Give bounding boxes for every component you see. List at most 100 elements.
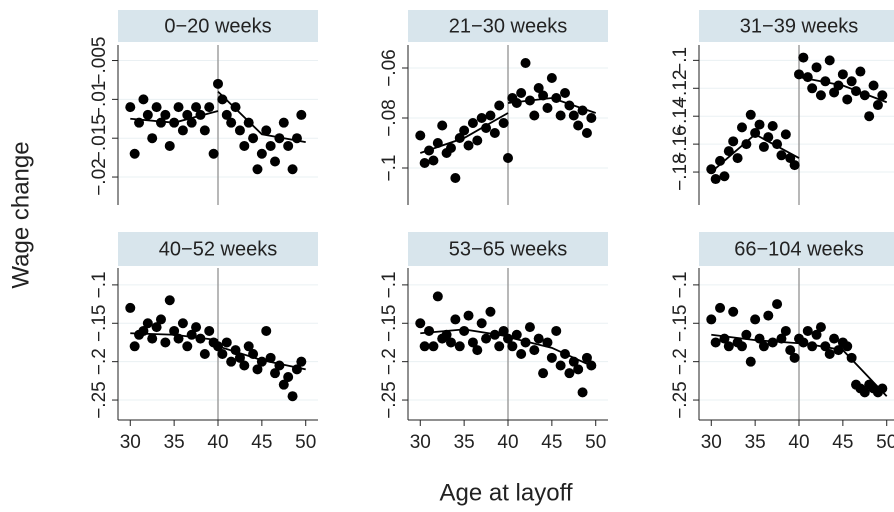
y-tick-label: −.06	[379, 49, 400, 87]
panel-title: 0−20 weeks	[164, 15, 271, 37]
y-tick-label: −.02	[89, 158, 110, 196]
point	[811, 62, 822, 73]
point	[715, 302, 726, 313]
point	[252, 164, 263, 175]
point	[706, 164, 717, 175]
point	[208, 148, 219, 159]
point	[230, 102, 241, 113]
point	[507, 341, 518, 352]
point	[529, 345, 540, 356]
point	[877, 90, 888, 101]
point	[516, 348, 527, 359]
point	[494, 341, 505, 352]
point	[802, 72, 813, 83]
x-tick-label: 40	[207, 432, 228, 453]
y-tick-label: −.1	[379, 271, 400, 298]
point	[745, 356, 756, 367]
point	[419, 158, 430, 168]
point	[476, 318, 487, 329]
point	[741, 329, 752, 340]
point	[767, 337, 778, 348]
x-tick-label: 40	[788, 432, 809, 453]
point	[199, 125, 210, 136]
point	[485, 306, 496, 317]
point	[577, 387, 588, 398]
point	[296, 109, 307, 120]
y-tick-label: −.1	[670, 271, 691, 298]
point	[846, 352, 857, 363]
point	[807, 341, 818, 352]
point	[573, 120, 584, 131]
point	[824, 55, 835, 66]
point	[551, 325, 562, 336]
point	[494, 100, 505, 111]
panel-title: 31−39 weeks	[740, 15, 858, 37]
point	[481, 333, 492, 344]
point	[877, 383, 888, 394]
point	[226, 117, 237, 128]
point	[199, 348, 210, 359]
point	[728, 136, 739, 147]
point	[555, 360, 566, 371]
point	[581, 352, 592, 363]
point	[824, 348, 835, 359]
panel-header	[118, 10, 318, 42]
point	[252, 364, 263, 375]
point	[441, 329, 452, 340]
point	[155, 117, 166, 128]
point	[270, 156, 281, 167]
y-tick-label: −.25	[670, 381, 691, 419]
y-tick-label: −.25	[89, 381, 110, 419]
point	[265, 140, 276, 151]
y-tick-label: −.1	[89, 271, 110, 298]
point	[274, 360, 285, 371]
point	[802, 325, 813, 336]
point	[815, 90, 826, 101]
point	[217, 94, 228, 105]
point	[191, 322, 202, 333]
point	[481, 123, 492, 133]
point	[459, 125, 470, 136]
point	[428, 341, 439, 352]
x-tick-label: 35	[745, 432, 766, 453]
point	[815, 322, 826, 333]
point	[472, 345, 483, 356]
point	[278, 117, 289, 128]
point	[155, 314, 166, 325]
point	[467, 337, 478, 348]
point	[182, 341, 193, 352]
point	[283, 140, 294, 151]
point	[573, 364, 584, 375]
y-tick-label: −.08	[379, 99, 400, 137]
x-tick-label: 30	[410, 432, 431, 453]
point	[745, 109, 756, 120]
y-tick-label: −.16	[670, 125, 691, 163]
point	[467, 118, 478, 128]
y-tick-label: −.12	[670, 70, 691, 108]
point	[555, 110, 566, 121]
y-tick-label: −.15	[379, 305, 400, 343]
point	[182, 109, 193, 120]
fit-line	[130, 90, 306, 143]
point	[520, 58, 531, 68]
point	[437, 120, 448, 131]
point	[278, 379, 289, 390]
point	[151, 322, 162, 333]
point	[221, 337, 232, 348]
point	[837, 69, 848, 80]
point	[204, 102, 215, 113]
point	[564, 368, 575, 379]
point	[239, 140, 250, 151]
panel-header	[408, 10, 608, 42]
point	[785, 345, 796, 356]
panel-title: 21−30 weeks	[449, 15, 567, 37]
fit-line	[130, 332, 306, 371]
point	[538, 368, 549, 379]
x-tick-label: 50	[876, 432, 894, 453]
point	[750, 314, 761, 325]
point	[872, 100, 883, 111]
point	[217, 348, 228, 359]
point	[463, 140, 474, 151]
point	[772, 299, 783, 310]
y-tick-label: −.15	[670, 305, 691, 343]
